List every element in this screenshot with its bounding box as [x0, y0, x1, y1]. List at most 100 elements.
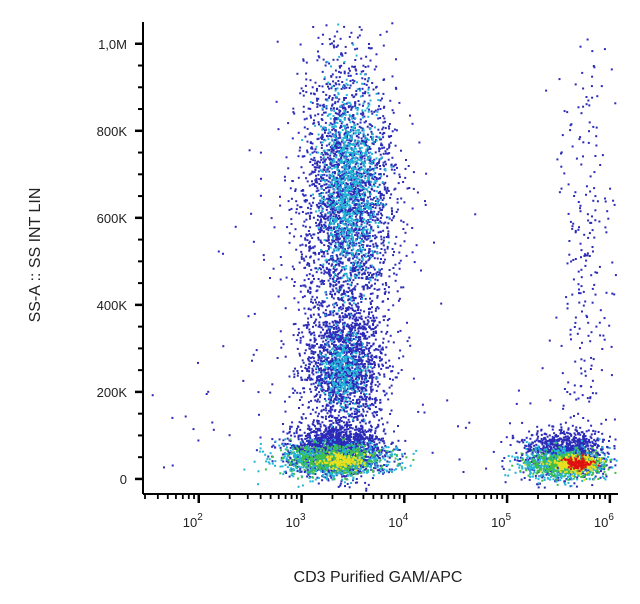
data-point: [337, 193, 340, 196]
data-point: [280, 264, 283, 266]
data-point: [328, 227, 331, 230]
data-point: [349, 393, 352, 396]
data-point: [374, 398, 376, 400]
data-point: [355, 376, 358, 378]
data-point: [320, 382, 323, 385]
data-point: [314, 81, 317, 84]
data-point: [320, 367, 322, 370]
data-point: [308, 345, 311, 347]
data-point: [394, 86, 397, 89]
data-point: [337, 173, 340, 176]
data-point: [366, 442, 369, 445]
data-point: [331, 103, 334, 106]
data-point: [347, 106, 350, 109]
data-point: [367, 181, 370, 184]
data-point: [348, 87, 351, 89]
data-point: [390, 392, 393, 395]
data-point: [323, 369, 325, 372]
data-point: [360, 371, 363, 374]
data-point: [364, 269, 367, 272]
data-point: [382, 161, 385, 164]
data-point: [346, 400, 349, 403]
data-point: [398, 357, 401, 360]
data-point: [327, 398, 330, 401]
data-point: [378, 373, 381, 376]
data-point: [392, 111, 395, 114]
data-point: [339, 208, 342, 211]
data-point: [378, 204, 381, 207]
data-point: [327, 356, 330, 359]
data-point: [350, 178, 353, 181]
data-point: [311, 332, 313, 335]
data-point: [357, 319, 359, 322]
data-point: [344, 403, 347, 406]
data-point: [322, 323, 325, 326]
data-point: [332, 149, 335, 152]
data-point: [332, 40, 335, 43]
data-point: [331, 73, 334, 76]
data-point: [329, 335, 332, 338]
data-point: [357, 203, 360, 206]
data-point: [326, 252, 329, 255]
data-point: [301, 253, 303, 256]
data-point: [334, 139, 336, 142]
data-point: [337, 330, 340, 332]
data-point: [347, 126, 349, 129]
data-point: [348, 339, 351, 342]
data-point: [293, 445, 296, 448]
data-point: [373, 362, 376, 365]
data-point: [328, 170, 331, 173]
data-point: [386, 186, 389, 189]
data-point: [355, 342, 358, 345]
data-point: [328, 149, 331, 152]
data-point: [340, 126, 343, 128]
data-point: [312, 246, 315, 249]
data-point: [337, 163, 340, 166]
data-point: [320, 218, 322, 221]
data-point: [334, 335, 337, 338]
data-point: [351, 79, 354, 82]
data-point: [379, 398, 382, 401]
data-point: [277, 128, 280, 131]
data-point: [360, 360, 363, 362]
data-point: [368, 397, 370, 400]
data-point: [388, 123, 391, 125]
data-point: [349, 335, 352, 338]
data-point: [360, 142, 363, 145]
data-point: [408, 336, 411, 339]
data-point: [339, 37, 342, 40]
data-point: [348, 298, 351, 301]
data-point: [354, 383, 357, 386]
data-point: [323, 300, 325, 303]
data-point: [354, 212, 356, 215]
data-point: [338, 314, 341, 317]
data-point: [382, 319, 385, 322]
data-point: [324, 374, 327, 376]
data-point: [328, 62, 331, 65]
data-point: [372, 317, 375, 320]
data-point: [344, 371, 347, 374]
data-point: [337, 347, 340, 350]
data-point: [318, 325, 321, 328]
data-point: [327, 386, 330, 389]
data-point: [295, 431, 298, 434]
data-point: [319, 215, 322, 218]
data-point: [292, 370, 295, 373]
data-point: [319, 423, 322, 426]
data-point: [353, 204, 356, 207]
data-point: [299, 290, 302, 293]
data-point: [333, 349, 336, 352]
data-point: [354, 198, 357, 201]
data-point: [386, 330, 389, 333]
data-point: [388, 471, 390, 474]
data-point: [327, 441, 330, 444]
data-point: [348, 69, 351, 72]
data-point: [313, 395, 316, 398]
data-point: [285, 156, 288, 159]
data-point: [369, 165, 372, 168]
data-point: [356, 481, 359, 484]
data-point: [327, 180, 330, 183]
data-point: [319, 396, 321, 399]
data-point: [344, 424, 346, 427]
data-point: [314, 425, 316, 428]
